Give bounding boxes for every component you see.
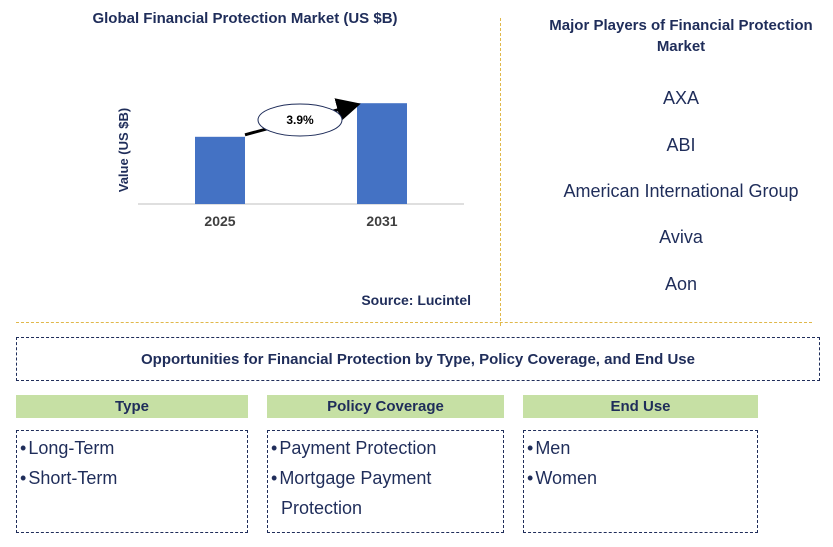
list-item: • Payment Protection — [271, 438, 437, 458]
x-tick-label: 2025 — [204, 213, 235, 229]
list-item: • Women — [527, 468, 598, 488]
bar-2025 — [195, 136, 245, 204]
list-item: • Men — [527, 438, 571, 458]
segment-list-end-use: • Men • Women — [523, 430, 758, 533]
cagr-bubble — [257, 103, 343, 137]
segment-header-type: Type — [16, 395, 248, 418]
players-title: Major Players of Financial Protection Ma… — [549, 17, 813, 55]
vertical-divider — [500, 18, 501, 326]
player-item: Aon — [664, 274, 698, 294]
chart-title: Global Financial Protection Market (US $… — [92, 10, 398, 27]
source-note: Source: Lucintel — [361, 292, 471, 308]
player-item: American International Group — [563, 181, 799, 201]
segment-header-policy-coverage: Policy Coverage — [267, 395, 504, 418]
player-item: Aviva — [659, 227, 703, 247]
player-item: AXA — [662, 88, 700, 108]
y-axis-label: Value (US $B) — [116, 108, 131, 193]
bar-2031 — [357, 103, 407, 204]
segment-header-end-use: End Use — [523, 395, 758, 418]
list-item: • Mortgage Payment Protection — [271, 468, 432, 518]
player-item: ABI — [666, 135, 696, 155]
bar-chart: Value (US $B) 2025 2031 3.9% — [116, 98, 464, 229]
cagr-label: 3.9% — [286, 113, 314, 127]
horizontal-divider — [16, 322, 812, 323]
opportunities-title: Opportunities for Financial Protection b… — [16, 337, 820, 381]
segment-list-type: • Long-Term • Short-Term — [16, 430, 248, 533]
segment-list-policy-coverage: • Payment Protection • Mortgage Payment Pr… — [267, 430, 504, 533]
list-item: • Long-Term — [20, 438, 115, 458]
list-item: • Short-Term — [20, 468, 118, 488]
x-tick-label: 2031 — [366, 213, 397, 229]
